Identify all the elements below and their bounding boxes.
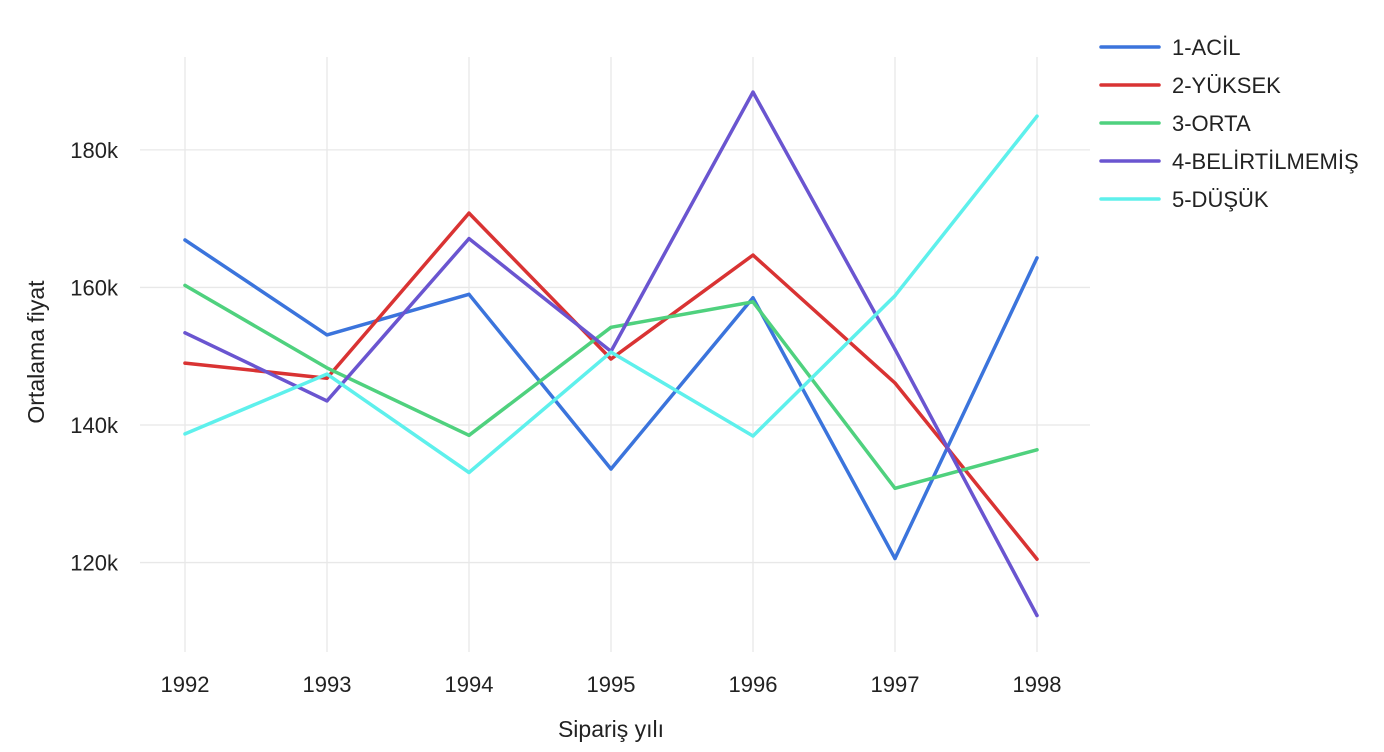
legend-label: 1-ACİL: [1172, 35, 1240, 60]
data-point: [893, 556, 897, 561]
x-tick-label: 1994: [445, 672, 494, 697]
data-point: [1035, 256, 1039, 260]
data-point: [609, 325, 613, 329]
x-tick-label: 1993: [303, 672, 352, 697]
x-tick-label: 1992: [161, 672, 210, 697]
data-point: [609, 357, 613, 361]
data-point: [751, 90, 755, 94]
legend-item: 1-ACİL: [1099, 35, 1240, 60]
legend-item: 3-ORTA: [1099, 111, 1251, 136]
data-point: [467, 433, 471, 437]
data-point: [325, 366, 329, 370]
data-point: [183, 361, 187, 365]
x-tick-label: 1995: [587, 672, 636, 697]
data-point: [325, 372, 329, 376]
x-axis-ticks: 1992 1993 1994 1995 1996 1997 1998: [161, 672, 1062, 697]
data-point: [893, 294, 897, 298]
series-lines: [183, 90, 1039, 618]
data-point: [1035, 114, 1039, 118]
data-point: [467, 470, 471, 475]
data-point: [1035, 557, 1039, 561]
data-point: [893, 486, 897, 490]
series-2: [183, 211, 1039, 561]
data-point: [893, 381, 897, 385]
data-point: [751, 300, 755, 304]
data-point: [467, 292, 471, 296]
y-axis-title: Ortalama fiyat: [23, 280, 49, 424]
series-5: [183, 114, 1039, 475]
data-point: [183, 283, 187, 287]
y-tick-label: 180k: [70, 138, 119, 163]
data-point: [467, 236, 471, 241]
y-tick-label: 160k: [70, 275, 119, 300]
data-point: [751, 296, 755, 300]
legend-label: 3-ORTA: [1172, 111, 1251, 136]
data-point: [751, 253, 755, 257]
legend-item: 4-BELİRTİLMEMİŞ: [1099, 149, 1359, 174]
data-point: [183, 238, 187, 242]
data-point: [325, 333, 329, 337]
data-point: [325, 376, 329, 380]
grid: [140, 57, 1090, 652]
data-point: [609, 350, 613, 354]
legend-label: 2-YÜKSEK: [1172, 73, 1281, 98]
x-tick-label: 1998: [1013, 672, 1062, 697]
data-point: [1035, 613, 1039, 618]
data-point: [325, 399, 329, 403]
legend-label: 5-DÜŞÜK: [1172, 187, 1269, 212]
data-point: [1035, 448, 1039, 452]
x-tick-label: 1996: [729, 672, 778, 697]
legend: 1-ACİL 2-YÜKSEK 3-ORTA 4-BELİRTİLMEMİŞ 5-DÜŞ…: [1099, 35, 1359, 212]
data-point: [183, 331, 187, 335]
data-point: [183, 432, 187, 436]
series-1: [183, 238, 1039, 561]
y-tick-label: 140k: [70, 413, 119, 438]
data-point: [467, 211, 471, 215]
legend-item: 5-DÜŞÜK: [1099, 187, 1269, 212]
x-tick-label: 1997: [871, 672, 920, 697]
data-point: [751, 434, 755, 438]
legend-label: 4-BELİRTİLMEMİŞ: [1172, 149, 1359, 174]
series-3: [183, 283, 1039, 491]
y-axis-ticks: 120k 140k 160k 180k: [70, 138, 119, 576]
data-point: [609, 467, 613, 471]
x-axis-title: Sipariş yılı: [558, 716, 664, 742]
data-point: [893, 347, 897, 351]
y-tick-label: 120k: [70, 551, 119, 576]
legend-item: 2-YÜKSEK: [1099, 73, 1281, 98]
